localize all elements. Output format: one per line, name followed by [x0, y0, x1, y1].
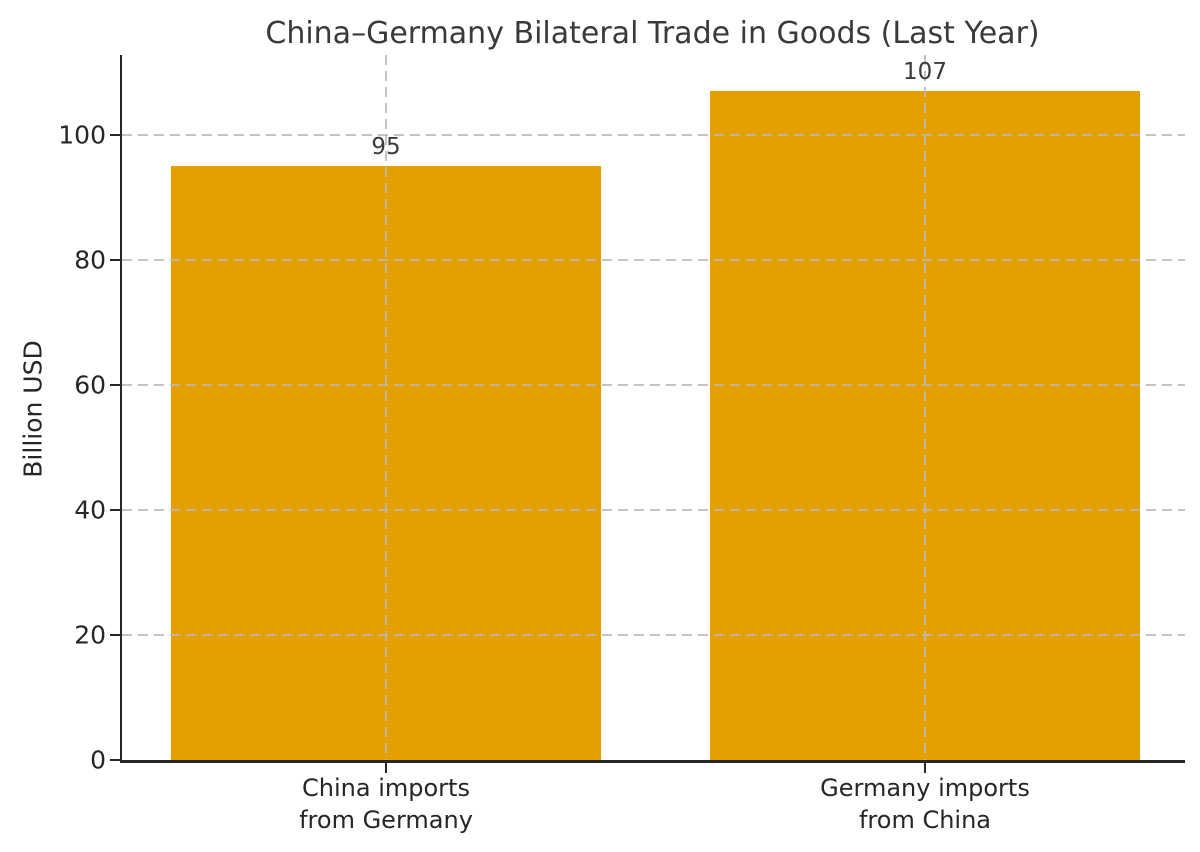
y-tick-mark-20 [110, 634, 120, 637]
bar-0 [171, 166, 601, 760]
y-tick-mark-40 [110, 509, 120, 512]
y-tick-mark-80 [110, 259, 120, 262]
x-tick-label-1: Germany imports from China [820, 774, 1030, 834]
y-tick-label-100: 100 [58, 120, 106, 150]
y-tick-label-20: 20 [74, 620, 106, 650]
chart-title: China–Germany Bilateral Trade in Goods (… [265, 16, 1040, 51]
y-tick-mark-0 [110, 759, 120, 761]
bar-1 [710, 91, 1140, 760]
y-axis-label: Billion USD [18, 340, 48, 478]
y-tick-label-0: 0 [90, 745, 106, 775]
x-tick-label-0: China imports from Germany [299, 774, 473, 834]
plot-area: 0 20 40 60 80 100 China imports from Germany 95… [58, 55, 1185, 834]
x-tick-mark-1 [924, 763, 926, 773]
x-tick-mark-0 [385, 763, 387, 773]
y-tick-mark-100 [110, 134, 120, 137]
bar-value-label-0: 95 [371, 134, 401, 160]
y-tick-mark-60 [110, 384, 120, 387]
y-tick-label-40: 40 [74, 495, 106, 525]
y-tick-label-80: 80 [74, 245, 106, 275]
y-tick-label-60: 60 [74, 370, 106, 400]
bar-value-label-1: 107 [903, 59, 947, 85]
